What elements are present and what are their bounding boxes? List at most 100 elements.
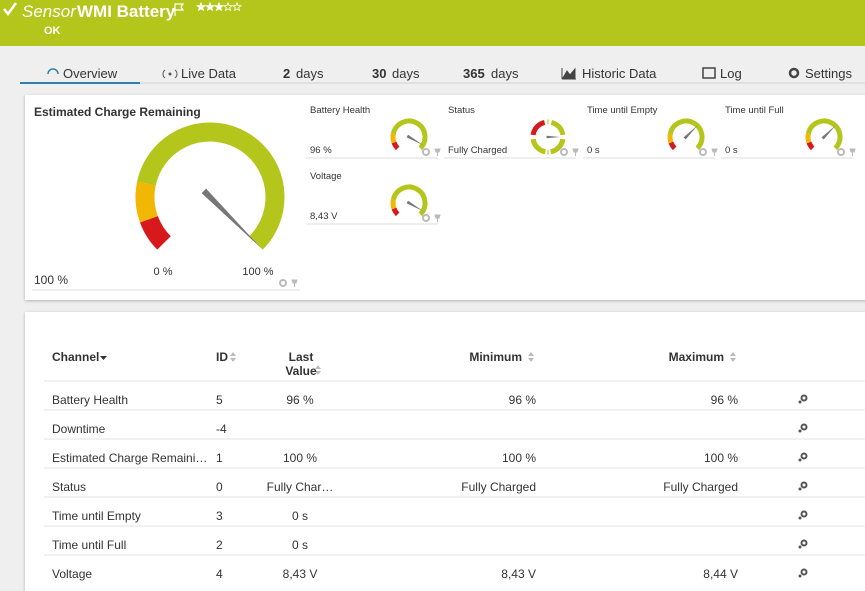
pin-icon[interactable] <box>434 148 441 156</box>
channel-settings-icon[interactable] <box>800 539 808 547</box>
gauge-value: 96 % <box>310 145 332 156</box>
gauge-title: Voltage <box>310 171 342 182</box>
gauge-arc <box>549 138 566 155</box>
column-header[interactable]: Minimum <box>469 350 522 364</box>
channel-settings-icon[interactable] <box>800 423 808 431</box>
gauge-value: 0 s <box>725 145 738 156</box>
gauge-title: Time until Empty <box>587 105 658 116</box>
flag-icon[interactable] <box>174 3 185 16</box>
cell-max: Fully Charged <box>663 480 738 494</box>
cell-id: 3 <box>216 509 223 523</box>
tab-label[interactable]: days <box>491 66 519 81</box>
priority-star[interactable] <box>213 1 225 12</box>
cell-min: 8,43 V <box>501 567 536 581</box>
priority-star[interactable] <box>231 1 243 12</box>
gauge-needle <box>201 188 262 249</box>
gauge-needle <box>683 125 698 140</box>
cell-channel: Downtime <box>52 422 106 436</box>
sort-arrow[interactable] <box>528 358 534 362</box>
sort-arrow[interactable] <box>100 356 107 360</box>
sort-arrow[interactable] <box>230 358 236 362</box>
cell-last: Fully Char… <box>266 480 334 494</box>
pin-icon[interactable] <box>711 148 718 156</box>
gauge-arc <box>530 138 547 155</box>
sort-arrow[interactable] <box>528 352 534 356</box>
pin-icon[interactable] <box>291 279 298 287</box>
channel-settings-icon[interactable] <box>798 400 802 404</box>
channel-settings-icon[interactable] <box>798 487 802 491</box>
gauge-title: Estimated Charge Remaining <box>34 105 201 119</box>
pin-icon[interactable] <box>434 214 441 222</box>
gauge-arc <box>135 181 158 223</box>
channel-settings-icon[interactable] <box>800 452 808 460</box>
sort-arrow[interactable] <box>315 371 321 375</box>
column-header[interactable]: ID <box>216 350 228 364</box>
settings-icon[interactable] <box>422 214 430 222</box>
settings-icon[interactable] <box>699 148 707 156</box>
gauge-max-label: 100 % <box>242 266 274 278</box>
channel-settings-icon[interactable] <box>798 458 802 462</box>
tab-label[interactable]: Log <box>720 66 742 81</box>
sort-arrow[interactable] <box>230 352 236 356</box>
gauge-value: 8,43 V <box>310 211 338 222</box>
tab-number[interactable]: 365 <box>463 66 485 81</box>
gauge-arc <box>806 141 815 151</box>
channel-settings-icon[interactable] <box>800 481 808 489</box>
gauge-arc <box>805 118 843 151</box>
cell-last: 100 % <box>282 451 318 465</box>
gauge-value: 0 s <box>587 145 600 156</box>
settings-icon[interactable] <box>837 148 845 156</box>
sensor-type: Sensor <box>22 2 76 21</box>
gauge-title: Battery Health <box>310 105 371 116</box>
cell-id: 4 <box>216 567 223 581</box>
channel-settings-icon[interactable] <box>798 516 802 520</box>
cell-last: 0 s <box>291 509 309 523</box>
column-header[interactable]: Maximum <box>668 350 724 364</box>
priority-star[interactable] <box>222 1 234 12</box>
cell-max: 8,44 V <box>703 567 738 581</box>
channel-settings-icon[interactable] <box>800 394 808 402</box>
live-data-icon <box>162 69 178 79</box>
sensor-status: OK <box>44 25 61 37</box>
channel-settings-icon[interactable] <box>800 568 808 576</box>
channel-settings-icon[interactable] <box>798 429 802 433</box>
tab-label[interactable]: Settings <box>805 66 852 81</box>
sort-arrow[interactable] <box>315 365 321 369</box>
header-bar <box>0 0 865 46</box>
gauge-arc <box>391 141 400 151</box>
sort-arrow[interactable] <box>730 352 736 356</box>
live-data-icon <box>168 72 172 76</box>
gauge-value: 100 % <box>34 273 69 287</box>
tab-number[interactable]: 30 <box>372 66 387 81</box>
channel-settings-icon[interactable] <box>798 574 802 578</box>
column-header[interactable]: Channel <box>52 350 100 364</box>
cell-min: 100 % <box>501 451 536 465</box>
settings-icon[interactable] <box>560 148 568 156</box>
ok-check-icon <box>3 2 18 17</box>
pin-icon[interactable] <box>572 148 579 156</box>
channel-settings-icon[interactable] <box>798 545 802 549</box>
sort-arrow[interactable] <box>730 358 736 362</box>
gauge-arc <box>668 141 677 151</box>
pin-icon[interactable] <box>849 148 856 156</box>
tab-label[interactable]: Overview <box>63 66 118 81</box>
tab-number[interactable]: 2 <box>283 66 291 81</box>
tab-label[interactable]: Historic Data <box>582 66 657 81</box>
tab-label[interactable]: Live Data <box>181 66 236 81</box>
cell-id: 2 <box>216 538 223 552</box>
tab-label[interactable]: days <box>296 66 324 81</box>
gauge-needle <box>821 125 836 140</box>
cell-channel: Status <box>52 480 87 494</box>
gauge-arc <box>390 199 397 210</box>
priority-star[interactable] <box>204 1 216 12</box>
cell-min: Fully Charged <box>461 480 536 494</box>
tab-label[interactable]: days <box>392 66 420 81</box>
priority-star[interactable] <box>195 1 207 12</box>
sensor-name: WMI Battery <box>77 2 176 21</box>
settings-icon[interactable] <box>422 148 430 156</box>
channel-settings-icon[interactable] <box>800 510 808 518</box>
column-header[interactable]: Last Value <box>285 350 317 378</box>
settings-tab-icon <box>788 67 800 79</box>
settings-icon[interactable] <box>279 279 287 287</box>
